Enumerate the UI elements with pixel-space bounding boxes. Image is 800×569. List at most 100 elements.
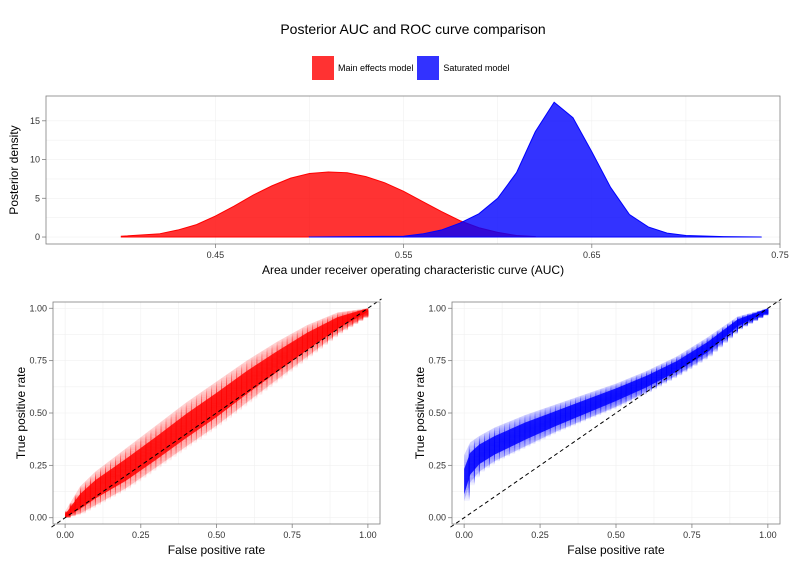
roc-saturated-roc-draw	[464, 312, 769, 501]
density-area-saturated	[308, 101, 762, 238]
roc-saturated-xlabel: False positive rate	[567, 543, 665, 557]
density-xtick-label: 0.45	[207, 250, 225, 260]
roc-saturated-roc-draw	[464, 308, 769, 462]
roc-main-effects-ytick-label: 0.00	[29, 513, 47, 523]
roc-main-effects-xtick-label: 0.75	[283, 530, 301, 540]
roc-main-effects-panel: 0.00 0.25 0.50 0.75 1.00 0.00 0.25 0.50 0.75 1.00…	[14, 298, 382, 557]
roc-saturated-roc-draw	[464, 308, 769, 457]
legend-item-saturated: Saturated model	[417, 56, 509, 80]
roc-main-effects-ytick-label: 0.50	[29, 408, 47, 418]
density-ytick-label: 5	[35, 193, 40, 203]
roc-main-effects-xtick-label: 0.50	[208, 530, 226, 540]
roc-main-effects-roc-draw	[65, 314, 369, 518]
roc-main-effects-roc-draw	[65, 313, 369, 518]
roc-main-effects-roc-draw	[65, 309, 369, 514]
legend: Main effects model Saturated model	[312, 55, 513, 81]
density-ylabel: Posterior density	[7, 125, 21, 214]
roc-saturated-roc-draw	[464, 312, 769, 496]
chart-title: Posterior AUC and ROC curve comparison	[280, 21, 546, 37]
roc-main-effects-xtick-label: 0.00	[56, 530, 74, 540]
roc-saturated-roc-draw	[464, 311, 769, 496]
density-areas	[120, 101, 762, 238]
roc-saturated-roc-draw	[464, 312, 769, 498]
roc-main-effects-ytick-label: 0.75	[29, 356, 47, 366]
density-panel: 0.45 0.55 0.65 0.75 0 5 10 15 Area under receive…	[7, 95, 789, 277]
roc-main-effects-roc-draw	[65, 309, 369, 513]
roc-saturated-roc-draw	[464, 308, 769, 461]
roc-saturated-ytick-label: 0.25	[428, 460, 446, 470]
density-ytick-label: 15	[30, 116, 40, 126]
roc-main-effects-roc-draw	[65, 308, 369, 513]
roc-saturated-panel: 0.00 0.25 0.50 0.75 1.00 0.00 0.25 0.50 0.75 1.00…	[413, 298, 782, 557]
density-xtick-label: 0.65	[583, 250, 601, 260]
roc-saturated-roc-draw	[464, 309, 769, 464]
roc-saturated-roc-draw	[464, 308, 769, 460]
roc-main-effects-roc-draw	[65, 313, 369, 518]
roc-main-effects-reference-line	[51, 298, 382, 528]
roc-main-effects-roc-draw	[65, 314, 369, 518]
roc-saturated-roc-core	[464, 308, 768, 495]
legend-label-main-effects: Main effects model	[338, 63, 414, 73]
roc-main-effects-roc-draw	[65, 314, 369, 518]
roc-main-effects-xtick-label: 1.00	[359, 530, 377, 540]
roc-saturated-roc-draw	[464, 308, 769, 461]
roc-main-effects-xlabel: False positive rate	[168, 543, 266, 557]
roc-main-effects-roc-draw	[65, 313, 369, 518]
roc-saturated-roc-draw	[464, 312, 769, 497]
roc-main-effects-ytick-label: 0.25	[29, 460, 47, 470]
legend-key-saturated	[417, 56, 440, 80]
roc-saturated-roc-draw	[464, 309, 769, 465]
roc-main-effects-roc-draw	[65, 309, 369, 513]
roc-saturated-roc-draw	[464, 312, 769, 500]
roc-saturated-roc-draw	[464, 312, 769, 499]
roc-saturated-roc-draw	[464, 308, 769, 458]
roc-main-effects-roc-draw	[65, 308, 369, 512]
roc-main-effects-roc-draw	[65, 314, 369, 518]
roc-saturated-roc-draw	[464, 311, 769, 493]
legend-key-main-effects	[312, 56, 334, 80]
density-xtick-label: 0.55	[395, 250, 413, 260]
roc-saturated-grid	[452, 302, 780, 524]
density-xlabel: Area under receiver operating characteri…	[262, 263, 564, 277]
roc-saturated-roc-draw	[464, 308, 769, 459]
legend-item-main-effects: Main effects model	[312, 56, 413, 80]
roc-saturated-xtick-label: 0.25	[531, 530, 549, 540]
roc-main-effects-roc-draw	[65, 313, 369, 518]
roc-saturated-ylabel: True positive rate	[413, 367, 427, 460]
density-xtick-label: 0.75	[771, 250, 789, 260]
density-frame	[45, 95, 781, 245]
roc-saturated-xtick-label: 1.00	[759, 530, 777, 540]
roc-main-effects-xtick-label: 0.25	[132, 530, 150, 540]
roc-main-effects-grid	[53, 302, 380, 524]
roc-saturated-roc-draw	[464, 311, 769, 494]
roc-main-effects-roc-draw	[65, 308, 369, 513]
roc-saturated-ytick-label: 0.50	[428, 408, 446, 418]
roc-saturated-roc-draw	[464, 308, 769, 463]
roc-main-effects-roc-draw	[65, 309, 369, 513]
legend-label-saturated: Saturated model	[443, 63, 510, 73]
roc-main-effects-roc-draw	[65, 314, 369, 518]
roc-main-effects-roc-draw	[65, 309, 369, 513]
roc-saturated-ytick-label: 0.75	[428, 356, 446, 366]
roc-main-effects-roc-draw	[65, 308, 369, 513]
roc-saturated-xtick-label: 0.50	[607, 530, 625, 540]
roc-main-effects-roc-draw	[65, 309, 369, 513]
roc-main-effects-roc-draw	[65, 314, 369, 518]
roc-main-effects-roc-draw	[65, 309, 369, 513]
roc-saturated-ytick-label: 1.00	[428, 303, 446, 313]
roc-main-effects-roc-draw	[65, 309, 369, 514]
roc-saturated-roc-draw	[464, 308, 769, 457]
roc-saturated-roc-draw	[464, 311, 769, 494]
density-ytick-label: 10	[30, 155, 40, 165]
roc-main-effects-roc-draw	[65, 308, 369, 513]
roc-saturated-xtick-label: 0.75	[683, 530, 701, 540]
roc-saturated-roc-draw	[464, 312, 769, 500]
roc-main-effects-ytick-label: 1.00	[29, 303, 47, 313]
roc-saturated-roc-draw	[464, 308, 769, 459]
roc-saturated-xtick-label: 0.00	[455, 530, 473, 540]
roc-main-effects-roc-draw	[65, 309, 369, 513]
roc-saturated-roc-draw	[464, 311, 769, 495]
density-ytick-label: 0	[35, 232, 40, 242]
roc-main-effects-ylabel: True positive rate	[14, 367, 28, 460]
